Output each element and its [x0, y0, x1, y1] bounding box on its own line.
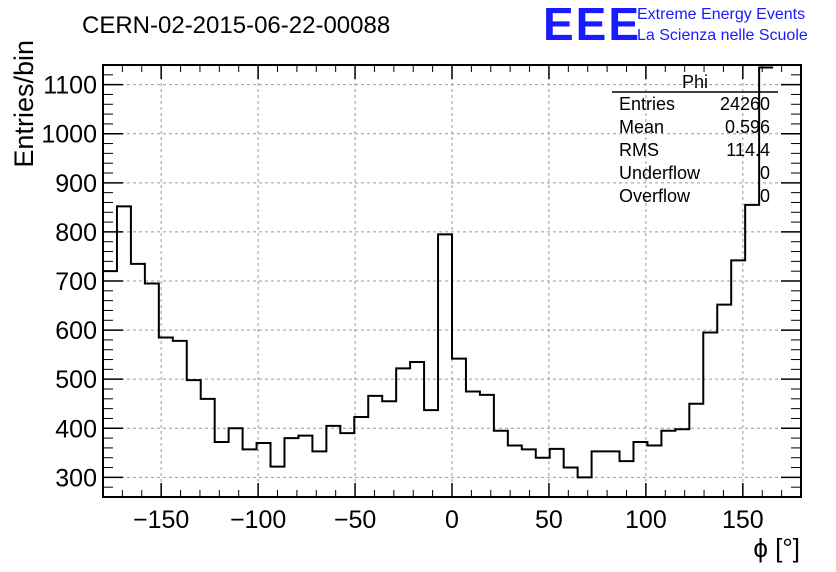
- histogram-outline: [103, 66, 774, 479]
- tick-labels: −150 −100 −50 0 50 100 150 300 400 500 600 700 800 90…: [41, 72, 763, 534]
- x-tick-label: −50: [334, 506, 376, 534]
- y-tick-label: 1100: [43, 72, 97, 100]
- eee-logo: EEE Extreme Energy Events La Scienza nel…: [543, 0, 808, 50]
- stats-label: Mean: [619, 117, 664, 137]
- stats-box: Phi Entries 24260 Mean 0.596 RMS 114.4 Underfl…: [612, 72, 778, 206]
- stats-value: 24260: [720, 94, 770, 114]
- stats-value: 0: [760, 186, 770, 206]
- stats-value: 0: [760, 163, 770, 183]
- logo-mark: EEE: [543, 0, 641, 50]
- stats-label: Entries: [619, 94, 675, 114]
- stats-label: Overflow: [619, 186, 691, 206]
- stats-value: 0.596: [725, 117, 770, 137]
- logo-line2: La Scienza nelle Scuole: [637, 27, 808, 44]
- y-tick-label: 500: [55, 366, 97, 394]
- y-tick-label: 600: [55, 317, 97, 345]
- x-tick-label: 100: [625, 506, 667, 534]
- x-tick-label: 0: [445, 506, 459, 534]
- x-axis-label: ϕ [°]: [753, 533, 800, 563]
- axis-ticks: [102, 64, 802, 498]
- x-tick-label: −150: [133, 506, 189, 534]
- y-tick-label: 1000: [41, 121, 97, 149]
- y-tick-label: 300: [55, 464, 97, 492]
- x-tick-label: 50: [535, 506, 563, 534]
- y-tick-label: 700: [55, 268, 97, 296]
- y-tick-label: 400: [55, 415, 97, 443]
- stats-name: Phi: [682, 72, 708, 92]
- x-tick-label: 150: [722, 506, 764, 534]
- logo-line1: Extreme Energy Events: [637, 6, 805, 23]
- chart-title: CERN-02-2015-06-22-00088: [82, 12, 390, 39]
- y-tick-label: 800: [55, 219, 97, 247]
- plot-frame: [102, 64, 802, 498]
- stats-label: RMS: [619, 140, 659, 160]
- y-tick-label: 900: [55, 170, 97, 198]
- y-axis-label: Entries/bin: [9, 40, 39, 168]
- x-tick-label: −100: [230, 506, 286, 534]
- stats-label: Underflow: [619, 163, 701, 183]
- stats-value: 114.4: [726, 140, 770, 160]
